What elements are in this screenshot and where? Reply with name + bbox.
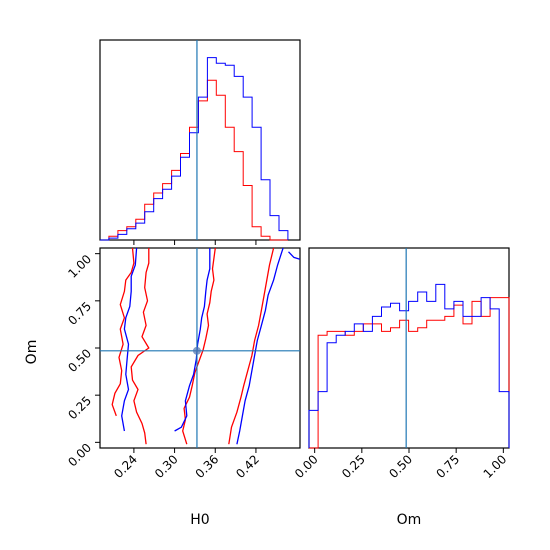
- x-axis-label-h0: H0: [190, 512, 209, 528]
- h0-histogram-frame: [99, 39, 301, 241]
- om-hist-tick-label-1: 0.25: [339, 452, 368, 481]
- contour-red-2: [111, 248, 135, 417]
- om-tick-label-2: 0.50: [65, 346, 94, 375]
- om-hist-red-series: [309, 297, 510, 449]
- om-tick-label-0: 0.00: [65, 441, 94, 470]
- om-histogram-frame: [308, 247, 510, 449]
- y-axis-label-om: Om: [24, 340, 40, 365]
- om-hist-tick-label-2: 0.50: [386, 452, 415, 481]
- contour-blue-3: [288, 251, 300, 260]
- contour-blue-1: [236, 248, 284, 445]
- h0-tick-label-3: 0.42: [233, 452, 262, 481]
- x-axis-label-om: Om: [397, 512, 422, 528]
- contour-blue-2: [121, 248, 138, 432]
- contour-blue-0: [174, 248, 211, 432]
- contour-frame: [99, 247, 301, 449]
- om-hist-blue-series: [308, 283, 510, 448]
- h0-tick-label-0: 0.24: [111, 452, 140, 481]
- om-histogram-panel: 0.00 0.25 0.50 0.75 1.00 Om: [292, 247, 510, 528]
- contour-red-3: [228, 248, 275, 445]
- om-hist-tick-label-3: 0.75: [434, 452, 463, 481]
- h0-hist-red-series: [100, 79, 288, 241]
- h0-tick-label-2: 0.36: [193, 452, 222, 481]
- contour-red-0: [130, 248, 150, 445]
- om-hist-tick-label-0: 0.00: [292, 452, 321, 481]
- om-tick-label-3: 0.75: [65, 299, 94, 328]
- contour-lines: [111, 248, 300, 445]
- om-hist-tick-label-4: 1.00: [481, 452, 510, 481]
- om-tick-label-1: 0.25: [65, 393, 94, 422]
- contour-red-1: [182, 248, 216, 445]
- truth-marker: [192, 346, 201, 355]
- h0-om-contour-panel: 0.24 0.30 0.36 0.42 0.00 0.25 0.50 0.75 1.00 H0…: [24, 247, 301, 528]
- h0-histogram-panel: [99, 39, 301, 245]
- h0-tick-label-1: 0.30: [152, 452, 181, 481]
- h0-hist-blue-series: [100, 57, 289, 241]
- om-tick-label-4: 1.00: [65, 252, 94, 281]
